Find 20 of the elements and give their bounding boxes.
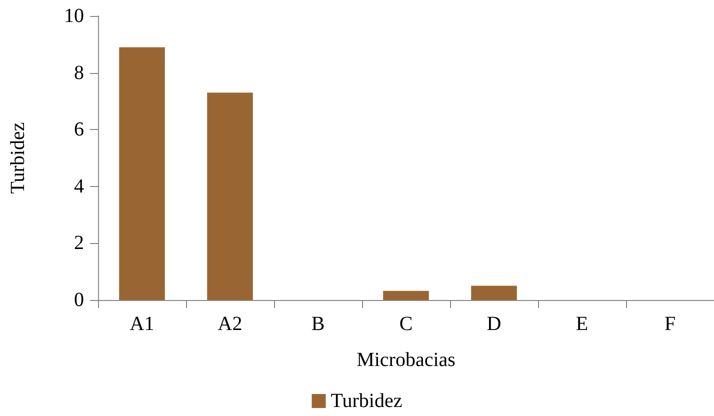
- y-tick-label: 2: [74, 232, 84, 254]
- x-axis-title: Microbacias: [356, 349, 456, 371]
- x-tick-label: D: [486, 313, 502, 335]
- bar: [119, 47, 165, 300]
- bar: [207, 92, 253, 300]
- y-tick-label: 4: [74, 175, 84, 198]
- x-tick-label: A2: [218, 313, 242, 335]
- y-tick-label: 6: [74, 118, 84, 141]
- x-tick-label: B: [311, 313, 325, 335]
- bar: [471, 286, 517, 300]
- x-tick-label: C: [399, 313, 413, 335]
- bar: [383, 290, 429, 300]
- x-tick-label: E: [576, 313, 588, 335]
- x-tick-label: A1: [130, 313, 154, 335]
- y-tick-label: 0: [74, 289, 84, 311]
- y-axis-title: Turbidez: [7, 122, 29, 194]
- legend-label: Turbidez: [330, 390, 402, 412]
- y-tick-label: 8: [74, 62, 84, 84]
- y-tick-label: 10: [64, 5, 84, 27]
- x-tick-label: F: [664, 313, 676, 335]
